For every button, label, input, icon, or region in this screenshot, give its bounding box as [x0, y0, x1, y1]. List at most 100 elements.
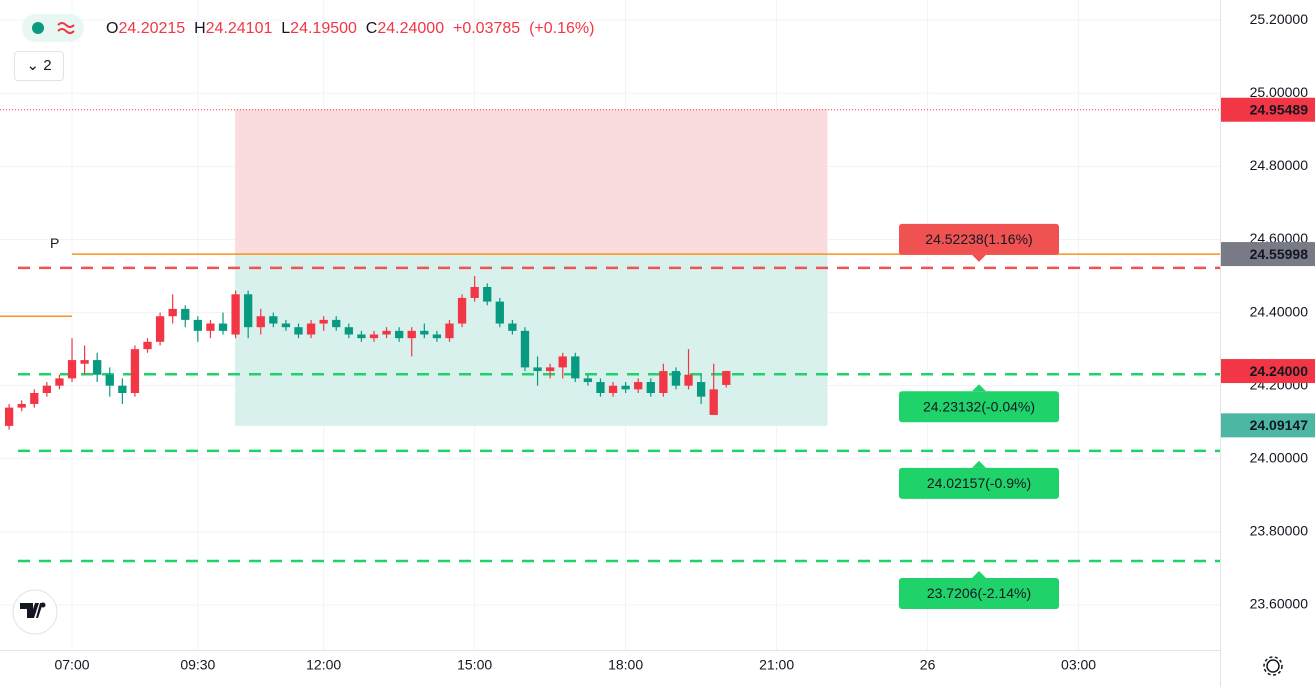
price-badge: [1221, 413, 1315, 438]
candle-body: [80, 360, 89, 364]
candle-body: [143, 341, 152, 350]
ohlc-value: 24.20215: [118, 20, 186, 37]
candle-body: [495, 301, 504, 324]
ohlc-value: 24.19500: [290, 20, 357, 37]
ohlc-key: L: [281, 20, 291, 37]
level-pointer: [972, 460, 986, 468]
candle-body: [193, 319, 202, 331]
level-label: 23.7206(-2.14%): [927, 585, 1031, 601]
candle-body: [646, 382, 655, 393]
candle-body: [281, 323, 291, 328]
candle-body: [4, 407, 14, 426]
level-label: 24.52238(1.16%): [925, 231, 1032, 247]
x-tick-label: 03:00: [1061, 657, 1096, 673]
candle-body: [457, 297, 467, 324]
level-label: 24.02157(-0.9%): [927, 475, 1031, 491]
candle-body: [483, 286, 492, 302]
candle-body: [671, 371, 681, 386]
level-badge: [899, 577, 1059, 609]
candle-body: [369, 334, 379, 339]
zone: [235, 253, 828, 426]
y-tick-label: 25.20000: [1250, 11, 1309, 27]
candle-body: [206, 323, 215, 331]
candle-body: [596, 382, 605, 393]
candle-body: [67, 360, 77, 379]
indicators-button[interactable]: ⌄ 2: [14, 51, 64, 81]
y-tick-label: 24.00000: [1250, 450, 1309, 466]
ohlc-header: O24.20215 H24.24101 L24.19500 C24.24000 …: [106, 20, 594, 38]
ohlc-key: O: [106, 20, 119, 37]
x-tick-label: 15:00: [457, 657, 492, 673]
candle-body: [571, 356, 580, 379]
level-pointer: [972, 254, 986, 262]
x-tick-label: 26: [920, 657, 936, 673]
y-tick-label: 23.80000: [1250, 523, 1309, 539]
ohlc-value: 24.24000: [377, 20, 445, 37]
candle-body: [155, 316, 165, 342]
candle-body: [709, 389, 718, 415]
candle-body: [608, 385, 618, 393]
x-tick-label: 18:00: [608, 657, 643, 673]
level-badge: [899, 223, 1059, 255]
candle-body: [231, 294, 240, 335]
legend-toggle[interactable]: [22, 14, 84, 42]
candle-body: [407, 330, 416, 339]
tv-logo: [12, 589, 58, 635]
y-tick-label: 24.80000: [1250, 157, 1309, 173]
legend-icons: [32, 22, 75, 34]
level-badge: [899, 391, 1059, 423]
settings-icon[interactable]: [1263, 656, 1283, 676]
y-tick-label: 24.40000: [1250, 303, 1309, 319]
candle-body: [294, 327, 303, 335]
change: +0.03785: [452, 20, 521, 37]
candle-body: [533, 367, 542, 372]
level-pointer: [972, 384, 986, 392]
candle-body: [269, 316, 278, 324]
candle-body: [545, 367, 555, 372]
candle-body: [332, 319, 341, 328]
indicator-count: 2: [43, 57, 52, 74]
candle-body: [659, 371, 668, 393]
candle-body: [306, 323, 316, 335]
price-badge-label: 24.09147: [1250, 417, 1309, 433]
candle-body: [118, 385, 127, 393]
candle-body: [319, 319, 328, 324]
candle-body: [696, 382, 706, 397]
level-label: 24.23132(-0.04%): [923, 398, 1035, 414]
ohlc-value: 24.24101: [205, 20, 273, 37]
candle-body: [93, 360, 102, 375]
candle-body: [55, 378, 64, 386]
candle-body: [432, 334, 442, 339]
candle-body: [105, 374, 114, 386]
y-tick-label: 25.00000: [1250, 84, 1309, 100]
candle-body: [470, 286, 479, 298]
price-badge: [1221, 242, 1315, 267]
candle-body: [634, 382, 643, 390]
change-pct: (+0.16%): [529, 20, 595, 37]
candle-body: [130, 349, 140, 393]
candle-body: [558, 356, 567, 368]
candle-body: [722, 371, 731, 385]
x-tick-label: 07:00: [54, 657, 89, 673]
candle-body: [583, 378, 593, 383]
candle-body: [394, 330, 404, 339]
price-badge: [1221, 97, 1315, 122]
candle-body: [17, 403, 26, 408]
candle-body: [684, 374, 693, 386]
level-pointer: [972, 570, 986, 578]
price-badge-label: 24.55998: [1250, 246, 1309, 262]
candle-body: [344, 327, 353, 335]
candle-body: [218, 323, 228, 331]
x-tick-label: 09:30: [180, 657, 215, 673]
ohlc-key: C: [365, 20, 378, 37]
x-tick-label: 12:00: [306, 657, 341, 673]
candle-body: [382, 330, 391, 335]
pivot-label: P: [50, 235, 59, 251]
candle-body: [168, 308, 177, 317]
candle-body: [181, 308, 190, 320]
price-badge-label: 24.95489: [1250, 101, 1309, 117]
candle-body: [244, 294, 253, 328]
candle-body: [508, 323, 517, 331]
